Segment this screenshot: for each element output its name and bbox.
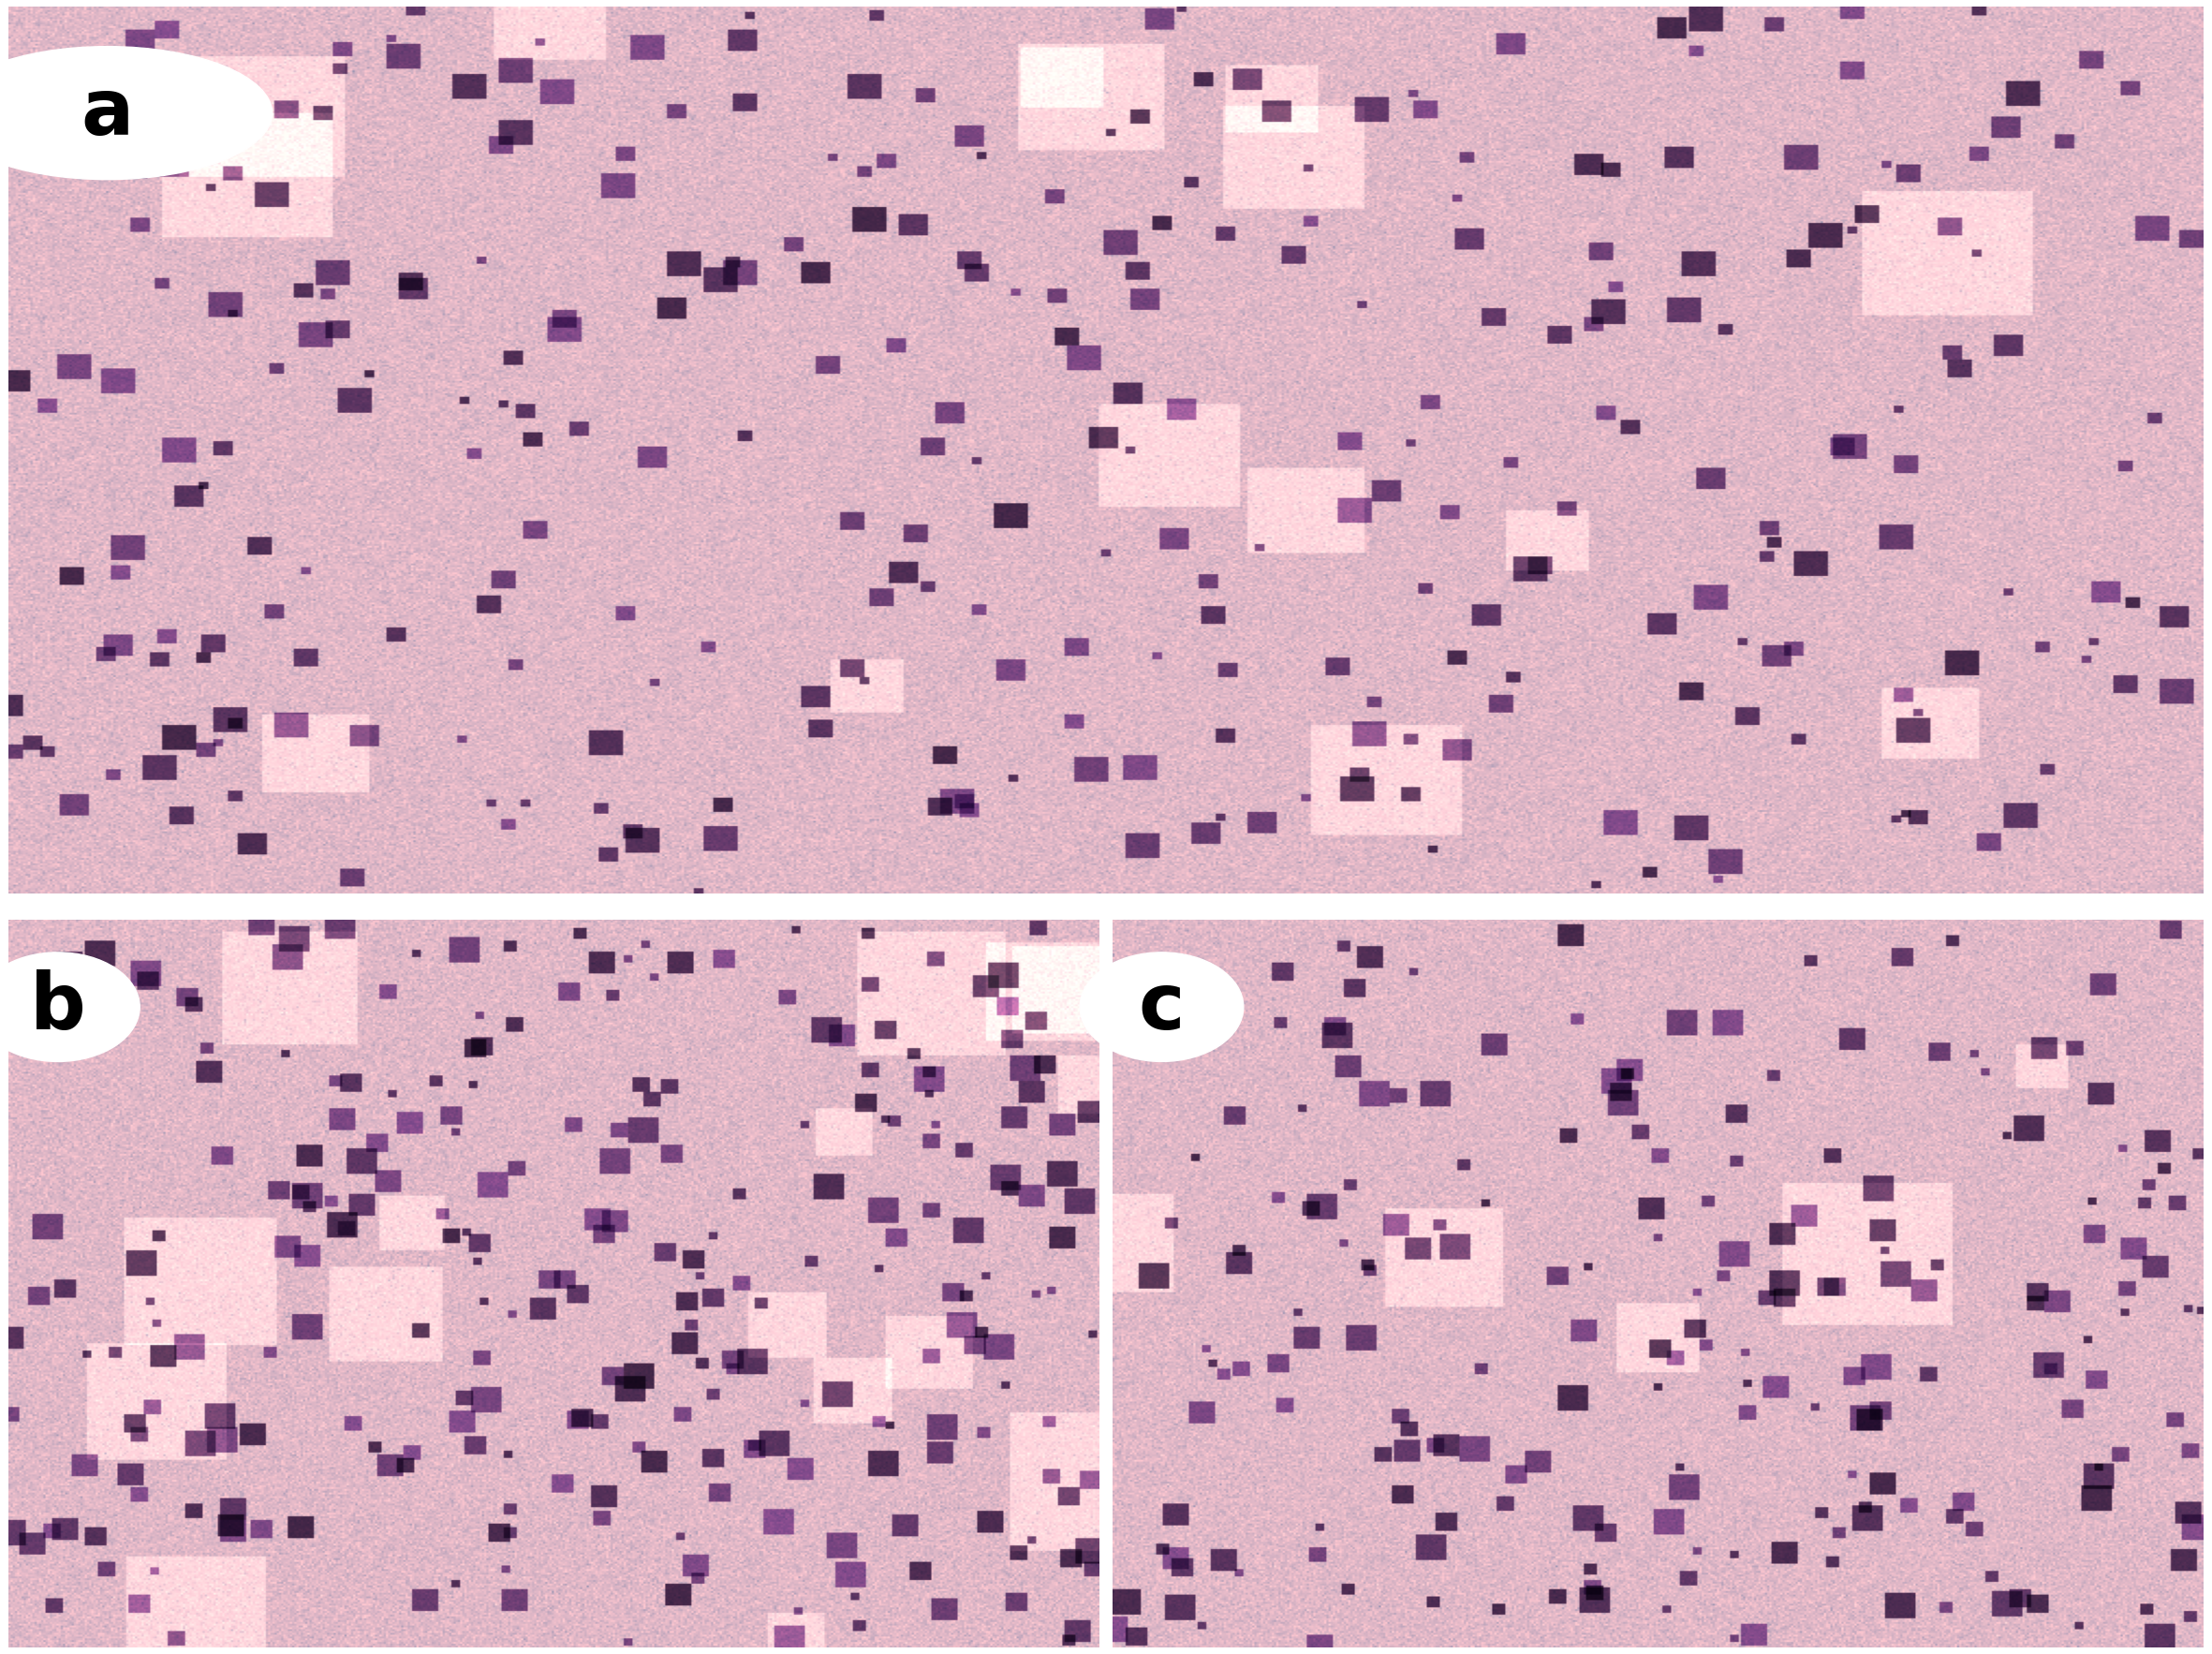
Text: b: b [31,969,86,1045]
Text: c: c [1139,969,1186,1045]
Circle shape [1079,953,1243,1062]
Circle shape [0,953,139,1062]
Text: a: a [82,74,135,151]
Circle shape [0,46,272,180]
